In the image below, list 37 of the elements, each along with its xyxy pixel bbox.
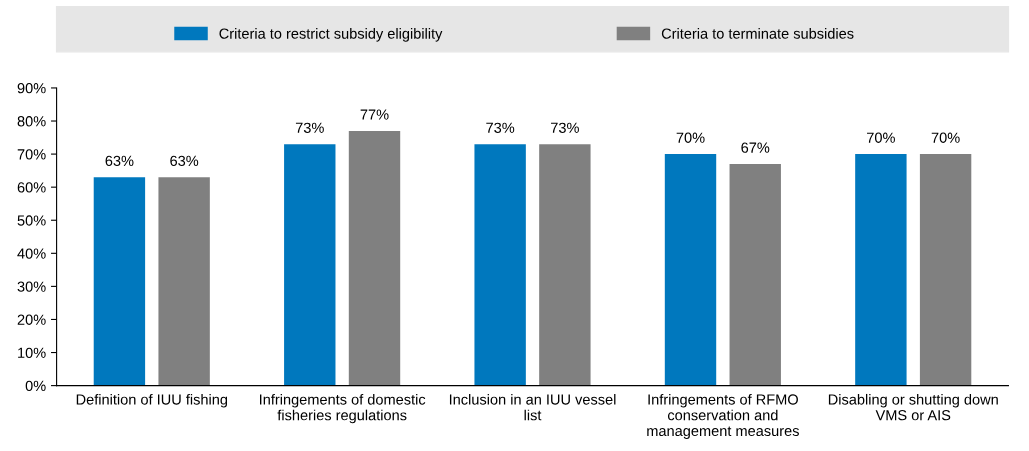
y-tick-label: 40%	[17, 248, 46, 259]
y-tick-label: 60%	[17, 182, 46, 193]
data-label: 70%	[867, 132, 895, 143]
data-label: 67%	[741, 142, 770, 153]
bar	[348, 130, 401, 386]
legend-label: Criteria to terminate subsidies	[661, 28, 854, 39]
y-tick-label: 20%	[17, 314, 46, 325]
data-label: 77%	[360, 109, 389, 120]
y-tick-label: 30%	[17, 281, 46, 292]
x-tick-label: Infringements of domestic fisheries regulations	[260, 393, 426, 424]
bar	[539, 144, 591, 386]
data-label: 73%	[295, 122, 324, 133]
bar	[93, 177, 146, 386]
bar	[855, 154, 907, 386]
y-tick-label: 0%	[25, 380, 46, 392]
bar	[474, 144, 526, 386]
x-tick-label: Infringements of RFMO conservation and management measures	[647, 393, 799, 439]
data-label: 73%	[486, 122, 515, 133]
data-label: 70%	[931, 132, 960, 143]
bar	[919, 154, 972, 386]
data-label: 70%	[676, 132, 705, 143]
x-tick-label: Inclusion in an IUU vessel list	[449, 393, 616, 421]
x-tick-label: Disabling or shutting down VMS or AIS	[828, 393, 998, 421]
data-label: 73%	[551, 122, 579, 133]
legend-label: Criteria to restrict subsidy eligibility	[219, 28, 443, 42]
data-label: 63%	[105, 155, 134, 167]
y-tick-label: 50%	[17, 215, 46, 226]
bar	[729, 164, 781, 386]
y-tick-label: 10%	[18, 347, 46, 358]
data-label: 63%	[170, 155, 199, 167]
y-tick-label: 80%	[17, 116, 46, 127]
y-tick-label: 70%	[17, 149, 46, 160]
bar	[664, 154, 717, 386]
x-tick-label: Definition of IUU fishing	[76, 393, 228, 408]
y-tick-label: 90%	[17, 83, 46, 94]
bar	[284, 144, 336, 386]
bar	[158, 177, 210, 386]
